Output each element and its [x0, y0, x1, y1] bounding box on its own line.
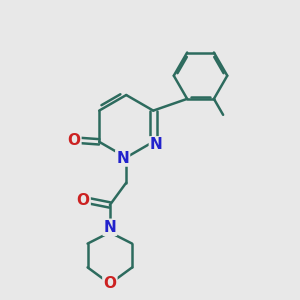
- Text: O: O: [68, 133, 80, 148]
- Text: N: N: [116, 151, 129, 166]
- Text: N: N: [103, 220, 116, 235]
- Text: N: N: [150, 137, 163, 152]
- Text: O: O: [103, 276, 116, 291]
- Text: O: O: [76, 193, 90, 208]
